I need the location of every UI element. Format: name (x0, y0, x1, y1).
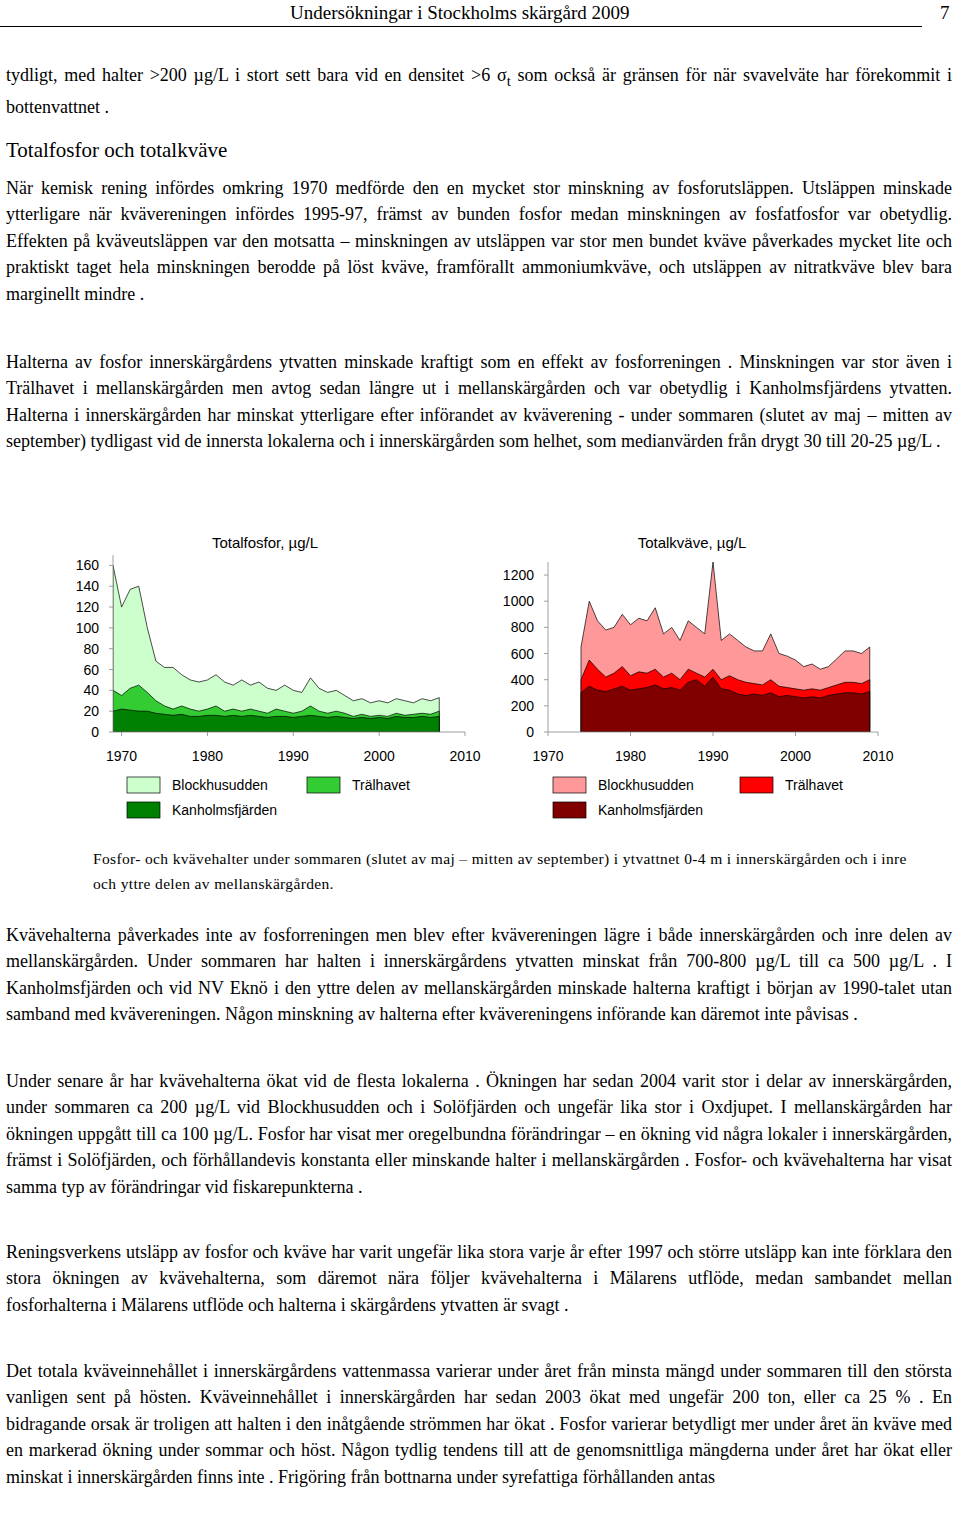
x-tick-label: 1980 (615, 748, 646, 764)
y-tick (544, 732, 548, 733)
legend-swatch (127, 802, 160, 818)
y-tick-label: 160 (76, 557, 100, 573)
y-tick-label: 0 (91, 724, 99, 740)
x-tick (207, 732, 208, 736)
plot-area (113, 565, 439, 732)
x-tick (878, 732, 879, 736)
x-tick-label: 1980 (192, 748, 223, 764)
y-axis-line (113, 555, 114, 732)
y-tick (109, 732, 113, 733)
legend-label: Blockhusudden (598, 777, 694, 793)
legend: Blockhusudden Trälhavet Kanholmsfjärden (127, 777, 410, 818)
y-tick (544, 653, 548, 654)
x-tick-label: 2010 (449, 748, 480, 764)
x-tick-label: 1990 (278, 748, 309, 764)
x-tick-label: 1970 (532, 748, 563, 764)
y-tick (109, 711, 113, 712)
y-tick (544, 705, 548, 706)
area-series (581, 562, 870, 732)
paragraph: Kvävehalterna påverkades inte av fosforr… (6, 922, 952, 1028)
y-tick (544, 601, 548, 602)
plot-area (581, 562, 870, 732)
y-tick (544, 575, 548, 576)
area-series (581, 677, 870, 732)
legend-swatch (740, 777, 773, 793)
x-tick (630, 732, 631, 736)
x-tick (548, 732, 549, 736)
y-tick-label: 800 (511, 619, 535, 635)
paragraph: Halterna av fosfor innerskärgårdens ytva… (6, 349, 952, 455)
y-tick (109, 669, 113, 670)
x-tick-label: 1990 (697, 748, 728, 764)
y-tick (109, 586, 113, 587)
y-tick-label: 120 (76, 599, 100, 615)
legend-swatch (553, 777, 586, 793)
x-tick-label: 2000 (364, 748, 395, 764)
y-tick-label: 0 (526, 724, 534, 740)
y-tick (544, 679, 548, 680)
area-series (581, 660, 870, 732)
area-series (113, 709, 439, 732)
legend-label: Kanholmsfjärden (172, 802, 277, 818)
x-axis-line (113, 732, 465, 733)
x-tick (795, 732, 796, 736)
y-tick-label: 140 (76, 578, 100, 594)
legend-swatch (307, 777, 340, 793)
x-tick (379, 732, 380, 736)
chart: Totalfosfor, µg/L 0 20 40 60 80 100 120 140 160 19… (76, 534, 481, 818)
x-tick (121, 732, 122, 736)
y-tick-label: 1200 (503, 567, 534, 583)
y-tick (109, 627, 113, 628)
x-tick-label: 2010 (862, 748, 893, 764)
running-header: Undersökningar i Stockholms skärgård 200… (290, 1, 630, 25)
charts: Totalfosfor, µg/L 0 20 40 60 80 100 120 140 160 19… (0, 0, 960, 1517)
x-tick-label: 1970 (106, 748, 137, 764)
legend-label: Blockhusudden (172, 777, 268, 793)
x-tick (713, 732, 714, 736)
y-tick (109, 648, 113, 649)
y-tick-label: 100 (76, 620, 100, 636)
legend: Blockhusudden Trälhavet Kanholmsfjärden (553, 777, 843, 818)
chart-title: Totalfosfor, µg/L (212, 534, 318, 551)
y-tick-label: 200 (511, 698, 535, 714)
area-series (113, 685, 439, 732)
y-tick-label: 20 (83, 703, 99, 719)
legend-swatch (127, 777, 160, 793)
y-tick (544, 627, 548, 628)
y-tick-label: 1000 (503, 593, 534, 609)
chart: Totalkväve, µg/L 0 200 400 600 800 1000 1200 197… (503, 534, 894, 818)
y-tick-label: 40 (83, 682, 99, 698)
page: Undersökningar i Stockholms skärgård 200… (0, 0, 960, 1517)
y-tick-label: 60 (83, 662, 99, 678)
area-series (113, 565, 439, 732)
y-tick-label: 400 (511, 672, 535, 688)
paragraph: tydligt, med halter >200 µg/L i stort se… (6, 62, 952, 120)
y-tick (109, 565, 113, 566)
x-tick-label: 2000 (780, 748, 811, 764)
section-heading: Totalfosfor och totalkväve (6, 136, 227, 164)
subscript: t (507, 73, 511, 89)
legend-label: Trälhavet (785, 777, 843, 793)
text-run: tydligt, med halter >200 µg/L i stort se… (6, 65, 507, 85)
legend-label: Trälhavet (352, 777, 410, 793)
paragraph: Under senare år har kvävehalterna ökat v… (6, 1068, 952, 1200)
x-tick (293, 732, 294, 736)
figure-caption: Fosfor- och kvävehalter under sommaren (… (93, 846, 913, 896)
paragraph: När kemisk rening infördes omkring 1970 … (6, 175, 952, 307)
legend-label: Kanholmsfjärden (598, 802, 703, 818)
paragraph: Det totala kväveinnehållet i innerskärgå… (6, 1358, 952, 1490)
y-tick-label: 600 (511, 646, 535, 662)
paragraph: Reningsverkens utsläpp av fosfor och kvä… (6, 1239, 952, 1318)
y-axis-line (548, 562, 549, 732)
y-tick (109, 690, 113, 691)
y-tick (109, 607, 113, 608)
y-tick-label: 80 (83, 641, 99, 657)
header-rule (0, 26, 922, 27)
legend-swatch (553, 802, 586, 818)
chart-title: Totalkväve, µg/L (638, 534, 747, 551)
page-number: 7 (940, 1, 950, 25)
x-tick (465, 732, 466, 736)
